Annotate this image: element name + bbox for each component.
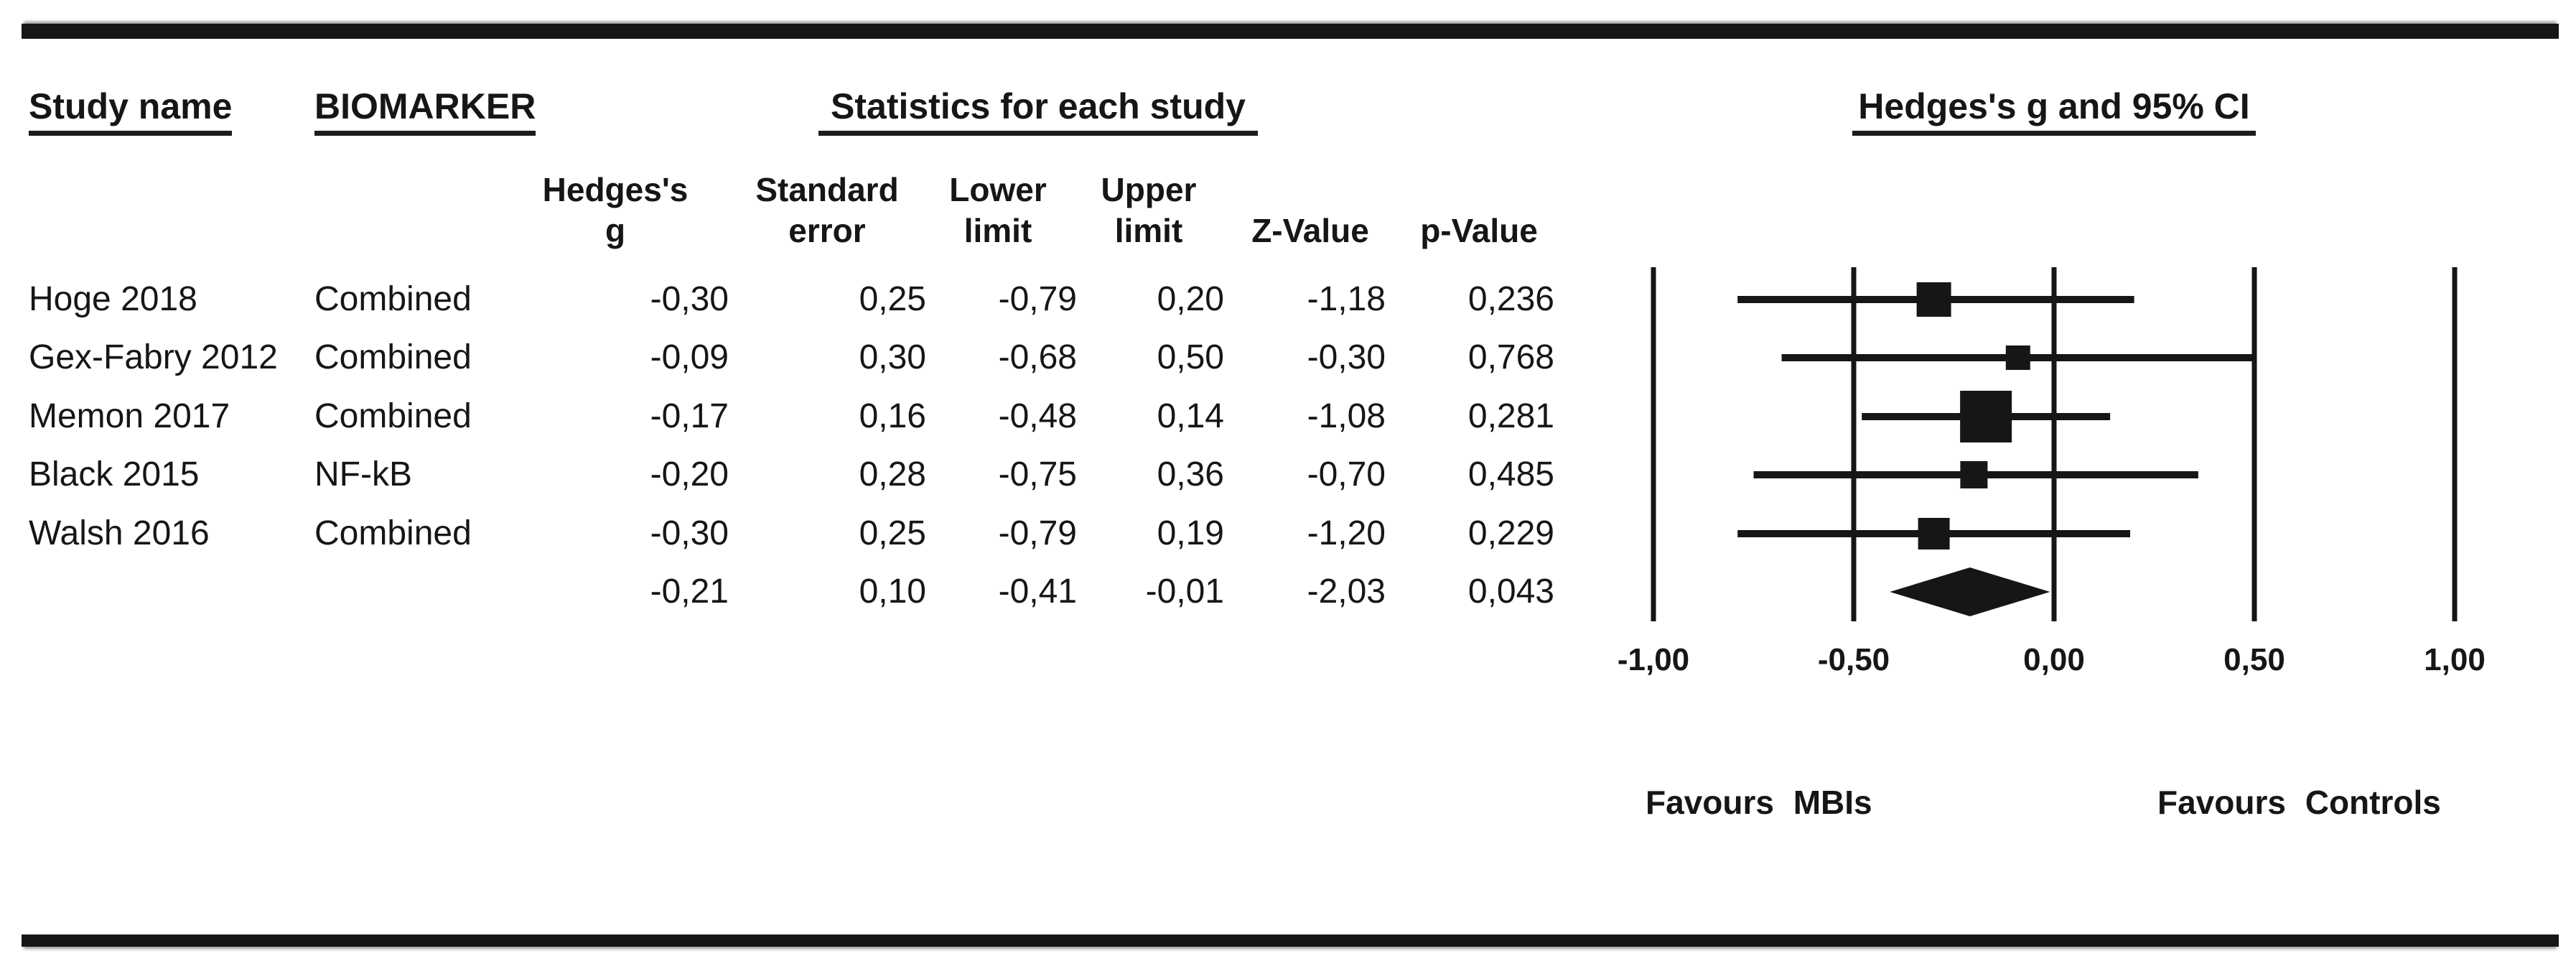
header-line <box>1357 170 1601 210</box>
study-name-cell: Black 2015 <box>29 455 200 493</box>
effect-square <box>1960 461 1988 488</box>
axis-tick-label: 0,50 <box>2223 642 2285 677</box>
study-name-cell: Hoge 2018 <box>29 280 197 318</box>
cell-z-value: -1,20 <box>1307 514 1386 552</box>
favours-left-label: Favours MBIs <box>1646 784 1872 821</box>
header-line: limit <box>1114 212 1183 249</box>
effect-square <box>1960 391 2012 442</box>
cell-z-value: -1,08 <box>1307 397 1386 435</box>
cell-hedges-g: -0,30 <box>650 514 729 552</box>
cell-p-value: 0,043 <box>1467 572 1554 611</box>
cell-hedges-g: -0,20 <box>650 455 729 493</box>
cell-upper-limit: 0,20 <box>1157 280 1224 318</box>
standard-error-column-header: Standard error <box>705 170 949 251</box>
cell-hedges-g: -0,21 <box>650 572 729 611</box>
cell-standard-error: 0,30 <box>859 338 926 376</box>
header-line: g <box>605 212 626 249</box>
cell-z-value: -1,18 <box>1307 280 1386 318</box>
z-value-column-header: Z-Value <box>1188 170 1432 251</box>
upper-limit-column-header: Upper limit <box>1027 170 1271 251</box>
study-name-cell: Gex-Fabry 2012 <box>29 338 278 376</box>
hedges-g-column-header: Hedges's g <box>493 170 737 251</box>
bottom-rule <box>22 934 2559 947</box>
cell-standard-error: 0,28 <box>859 455 926 493</box>
study-name-cell: Memon 2017 <box>29 397 230 435</box>
biomarker-cell: Combined <box>314 397 472 435</box>
cell-upper-limit: 0,36 <box>1157 455 1224 493</box>
axis-tick-label: 0,00 <box>2023 642 2085 677</box>
cell-standard-error: 0,10 <box>859 572 926 611</box>
study-name-header: Study name <box>29 86 233 136</box>
cell-lower-limit: -0,41 <box>998 572 1077 611</box>
header-line: Upper <box>1101 171 1197 208</box>
ci-header: Hedges's g and 95% CI <box>1852 86 2256 136</box>
cell-upper-limit: 0,14 <box>1157 397 1224 435</box>
cell-p-value: 0,768 <box>1467 338 1554 376</box>
effect-square <box>1918 518 1950 549</box>
biomarker-cell: NF-kB <box>314 455 412 493</box>
cell-standard-error: 0,16 <box>859 397 926 435</box>
top-rule <box>22 24 2559 39</box>
cell-hedges-g: -0,30 <box>650 280 729 318</box>
biomarker-cell: Combined <box>314 338 472 376</box>
header-line: p-Value <box>1420 212 1538 249</box>
favours-right-label: Favours Controls <box>2157 784 2441 821</box>
axis-tick-label: 1,00 <box>2424 642 2486 677</box>
cell-upper-limit: 0,50 <box>1157 338 1224 376</box>
overall-diamond <box>1890 567 2050 616</box>
p-value-column-header: p-Value <box>1357 170 1601 251</box>
biomarker-header: BIOMARKER <box>314 86 536 136</box>
study-name-cell: Walsh 2016 <box>29 514 210 552</box>
effect-square <box>1916 282 1951 317</box>
cell-z-value: -0,30 <box>1307 338 1386 376</box>
header-line: limit <box>963 212 1032 249</box>
statistics-header: Statistics for each study <box>818 86 1258 136</box>
cell-z-value: -2,03 <box>1307 572 1386 611</box>
cell-p-value: 0,485 <box>1467 455 1554 493</box>
header-line: Hedges's <box>542 171 689 208</box>
cell-z-value: -0,70 <box>1307 455 1386 493</box>
cell-lower-limit: -0,48 <box>998 397 1077 435</box>
cell-lower-limit: -0,79 <box>998 514 1077 552</box>
header-line: Standard <box>755 171 899 208</box>
cell-upper-limit: 0,19 <box>1157 514 1224 552</box>
forest-plot-canvas: -1,00 -0,50 0,00 0,50 1,00 <box>1618 267 2486 677</box>
axis-tick-label: -1,00 <box>1618 642 1689 677</box>
cell-p-value: 0,281 <box>1467 397 1554 435</box>
header-line: Lower <box>949 171 1047 208</box>
cell-hedges-g: -0,09 <box>650 338 729 376</box>
header-line: Z-Value <box>1251 212 1369 249</box>
cell-lower-limit: -0,68 <box>998 338 1077 376</box>
cell-standard-error: 0,25 <box>859 280 926 318</box>
cell-lower-limit: -0,75 <box>998 455 1077 493</box>
cell-upper-limit: -0,01 <box>1145 572 1224 611</box>
cell-lower-limit: -0,79 <box>998 280 1077 318</box>
effect-square <box>2005 345 2030 370</box>
header-line: error <box>788 212 866 249</box>
cell-standard-error: 0,25 <box>859 514 926 552</box>
lower-limit-column-header: Lower limit <box>876 170 1120 251</box>
cell-p-value: 0,229 <box>1467 514 1554 552</box>
biomarker-cell: Combined <box>314 280 472 318</box>
biomarker-cell: Combined <box>314 514 472 552</box>
cell-hedges-g: -0,17 <box>650 397 729 435</box>
axis-tick-label: -0,50 <box>1818 642 1890 677</box>
cell-p-value: 0,236 <box>1467 280 1554 318</box>
